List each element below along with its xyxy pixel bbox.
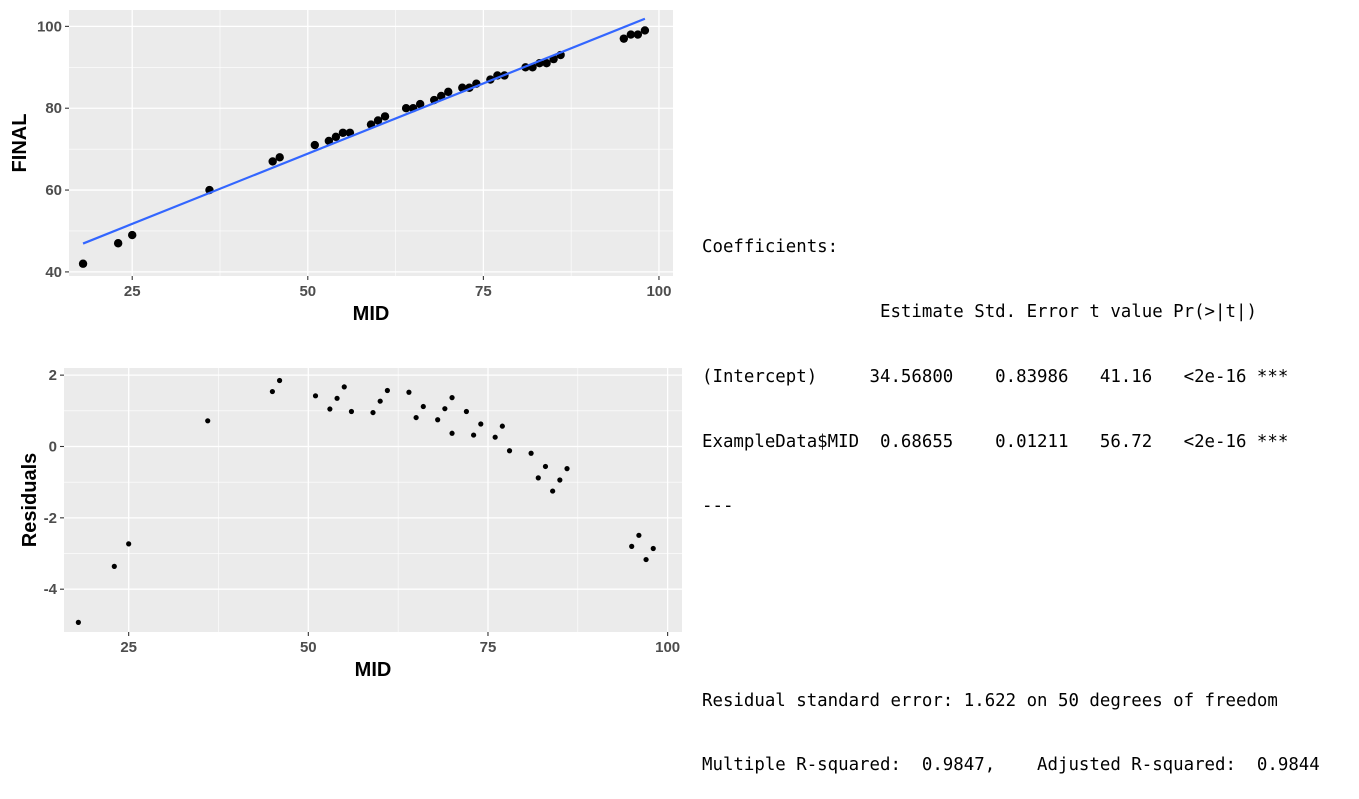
- data-point: [111, 563, 117, 569]
- y-tick-label: 40: [45, 264, 62, 281]
- data-point: [126, 541, 132, 547]
- data-point: [650, 545, 656, 552]
- data-point: [626, 30, 636, 39]
- data-point: [377, 398, 383, 404]
- data-point: [444, 87, 453, 97]
- plots-area: 25 50 75 100 40 60 80 100 MID FINAL 25 50 75 100 -4 -2…: [9, 10, 682, 681]
- console-line: Estimate Std. Error t value Pr(>|t|): [702, 301, 1299, 322]
- x-tick-label: 75: [475, 283, 492, 300]
- data-point: [348, 408, 355, 415]
- data-point: [331, 132, 341, 142]
- data-point: [324, 136, 334, 146]
- data-point: [619, 34, 629, 43]
- y-tick-label: 0: [49, 438, 57, 455]
- data-point: [499, 423, 505, 429]
- console-line: Residual standard error: 1.622 on 50 deg…: [702, 690, 1278, 711]
- x-tick-label: 25: [120, 639, 137, 656]
- data-point: [478, 421, 484, 427]
- data-point: [420, 403, 426, 410]
- data-point: [435, 417, 441, 423]
- data-point: [310, 140, 320, 150]
- console-line: ExampleData$MID 0.68655 0.01211 56.72 <2…: [702, 431, 1289, 452]
- console-line: [702, 626, 1320, 648]
- y-tick-label: 100: [37, 18, 62, 35]
- x-tick-label: 100: [655, 639, 680, 656]
- panel-background: [64, 368, 682, 632]
- y-tick-label: -4: [44, 581, 58, 598]
- data-point: [327, 406, 333, 412]
- console-line: ---: [702, 496, 734, 517]
- data-point: [413, 414, 419, 421]
- console-line: [702, 561, 1320, 583]
- data-point: [471, 432, 477, 438]
- x-tick-label: 75: [480, 639, 497, 656]
- data-point: [449, 430, 455, 436]
- data-point: [437, 91, 446, 101]
- data-point: [268, 157, 277, 166]
- data-point: [380, 112, 390, 121]
- data-point: [535, 475, 541, 481]
- data-point: [384, 387, 390, 394]
- y-tick-label: 2: [49, 367, 57, 384]
- data-point: [492, 434, 498, 440]
- data-point: [640, 26, 650, 35]
- y-axis-title: Residuals: [19, 453, 41, 547]
- data-point: [75, 619, 81, 625]
- data-point: [442, 406, 448, 412]
- data-point: [370, 409, 376, 416]
- data-point: [449, 395, 455, 401]
- data-point: [338, 128, 348, 137]
- panel-background: [69, 10, 673, 276]
- data-point: [373, 116, 383, 125]
- data-point: [312, 393, 319, 399]
- data-point: [557, 477, 563, 483]
- console-line: (Intercept) 34.56800 0.83986 41.16 <2e-1…: [702, 366, 1289, 387]
- data-point: [463, 408, 470, 415]
- y-axis-title: FINAL: [9, 114, 31, 173]
- data-point: [506, 448, 513, 454]
- y-tick-label: 60: [45, 182, 62, 199]
- x-tick-label: 50: [300, 639, 317, 656]
- fitted-values-chart: 25 50 75 100 40 60 80 100 MID FINAL: [9, 10, 673, 325]
- data-point: [564, 466, 570, 472]
- x-axis-title: MID: [353, 303, 390, 325]
- data-point: [542, 463, 549, 470]
- data-point: [128, 230, 137, 240]
- data-point: [629, 543, 635, 549]
- console-line: Coefficients:: [702, 237, 839, 258]
- data-point: [276, 377, 283, 384]
- x-tick-label: 50: [299, 283, 316, 300]
- data-point: [636, 532, 642, 538]
- data-point: [643, 556, 649, 563]
- data-point: [78, 259, 88, 268]
- data-point: [550, 488, 556, 494]
- y-tick-label: -2: [44, 510, 57, 527]
- data-point: [113, 239, 123, 248]
- data-point: [633, 30, 643, 39]
- data-point: [415, 99, 425, 109]
- x-tick-label: 100: [646, 283, 671, 300]
- y-tick-label: 80: [45, 100, 62, 117]
- data-point: [401, 104, 411, 113]
- data-point: [205, 418, 211, 424]
- data-point: [275, 153, 284, 162]
- data-point: [528, 450, 534, 456]
- data-point: [334, 395, 340, 401]
- x-axis-title: MID: [355, 659, 392, 681]
- regression-summary-console: Coefficients: Estimate Std. Error t valu…: [702, 194, 1320, 799]
- console-line: Multiple R-squared: 0.9847, Adjusted R-s…: [702, 755, 1320, 776]
- residuals-chart: 25 50 75 100 -4 -2 0 2 MID Residuals: [19, 367, 682, 681]
- data-point: [542, 59, 551, 68]
- x-tick-label: 25: [124, 283, 141, 300]
- data-point: [406, 389, 412, 395]
- data-point: [341, 384, 347, 390]
- regression-fit-line: [82, 17, 646, 245]
- data-point: [269, 388, 275, 395]
